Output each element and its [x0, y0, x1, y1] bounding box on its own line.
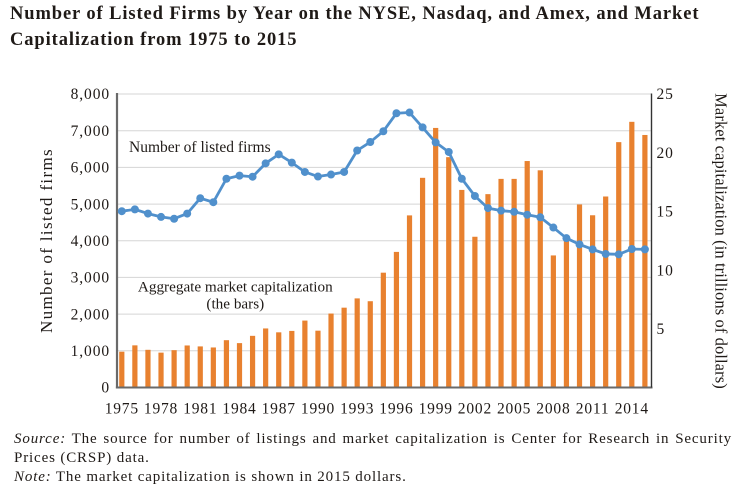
svg-text:2011: 2011 [576, 401, 610, 418]
svg-text:1996: 1996 [379, 401, 413, 418]
svg-text:25: 25 [657, 86, 674, 103]
svg-text:20: 20 [657, 145, 674, 162]
svg-text:1984: 1984 [222, 401, 256, 418]
svg-text:6,000: 6,000 [71, 160, 110, 177]
svg-text:5: 5 [657, 321, 666, 338]
svg-text:(the bars): (the bars) [206, 296, 264, 313]
svg-text:2,000: 2,000 [71, 306, 110, 323]
svg-text:1999: 1999 [419, 401, 453, 418]
svg-text:0: 0 [101, 380, 110, 397]
svg-text:Number of listed firms: Number of listed firms [129, 139, 271, 156]
svg-text:15: 15 [657, 204, 674, 221]
svg-text:1975: 1975 [105, 401, 139, 418]
svg-text:1990: 1990 [301, 401, 335, 418]
svg-text:Aggregate market capitalizatio: Aggregate market capitalization [138, 279, 333, 296]
svg-text:2014: 2014 [615, 401, 649, 418]
svg-text:4,000: 4,000 [71, 233, 110, 250]
svg-text:2005: 2005 [497, 401, 531, 418]
svg-text:8,000: 8,000 [71, 86, 110, 103]
svg-text:10: 10 [657, 262, 674, 279]
svg-text:1981: 1981 [183, 401, 217, 418]
svg-text:Number of listed firms: Number of listed firms [37, 148, 56, 333]
svg-text:Market capitalization (in tril: Market capitalization (in trillions of d… [712, 93, 731, 389]
svg-text:7,000: 7,000 [71, 123, 110, 140]
svg-text:2002: 2002 [458, 401, 492, 418]
svg-text:1993: 1993 [340, 401, 374, 418]
svg-text:2008: 2008 [536, 401, 570, 418]
svg-text:1978: 1978 [144, 401, 178, 418]
svg-text:5,000: 5,000 [71, 196, 110, 213]
svg-text:3,000: 3,000 [71, 270, 110, 287]
svg-text:1987: 1987 [262, 401, 296, 418]
svg-text:1,000: 1,000 [71, 343, 110, 360]
